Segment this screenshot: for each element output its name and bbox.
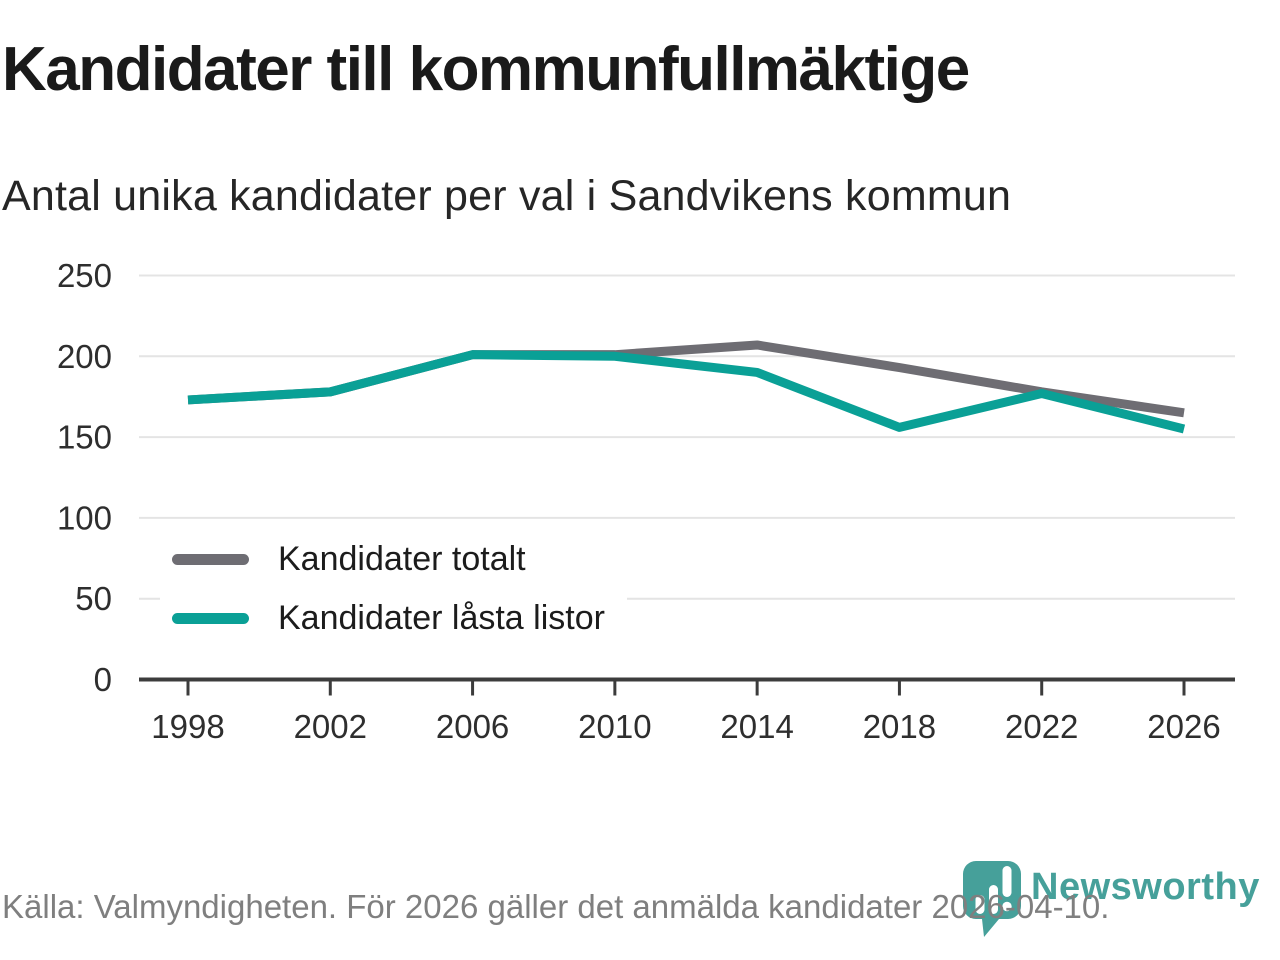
legend: Kandidater totalt Kandidater låsta listo…	[160, 528, 627, 656]
legend-label-total: Kandidater totalt	[278, 540, 526, 578]
x-tick-label-2002: 2002	[294, 708, 367, 745]
x-tick-label-1998: 1998	[151, 708, 224, 745]
series-line-1	[187, 350, 1186, 434]
y-tick-label-100: 100	[57, 499, 112, 536]
x-tick-label-2014: 2014	[720, 708, 793, 745]
legend-label-locked-lists: Kandidater låsta listor	[278, 599, 605, 637]
source-note: Källa: Valmyndigheten. För 2026 gäller d…	[2, 888, 1110, 925]
legend-item-total: Kandidater totalt	[172, 530, 605, 589]
x-tick-label-2026: 2026	[1147, 708, 1220, 745]
y-tick-label-150: 150	[57, 419, 112, 456]
x-tick-label-2006: 2006	[436, 708, 509, 745]
legend-swatch-locked-lists	[172, 613, 249, 624]
newsworthy-logo: Newsworthy	[963, 861, 1260, 937]
chart-title: Kandidater till kommunfullmäktige	[2, 35, 970, 104]
y-tick-label-250: 250	[57, 257, 112, 294]
newsworthy-pin-icon	[963, 861, 1021, 937]
legend-swatch-total	[172, 554, 249, 565]
y-tick-label-50: 50	[75, 580, 112, 617]
newsworthy-wordmark: Newsworthy	[1031, 866, 1260, 908]
legend-item-locked-lists: Kandidater låsta listor	[172, 589, 605, 648]
x-tick-label-2010: 2010	[578, 708, 651, 745]
x-tick-label-2018: 2018	[863, 708, 936, 745]
chart-subtitle: Antal unika kandidater per val i Sandvik…	[2, 172, 1012, 220]
y-tick-label-200: 200	[57, 338, 112, 375]
x-tick-label-2022: 2022	[1005, 708, 1078, 745]
series-line-0	[187, 340, 1185, 418]
y-tick-label-0: 0	[94, 661, 112, 698]
